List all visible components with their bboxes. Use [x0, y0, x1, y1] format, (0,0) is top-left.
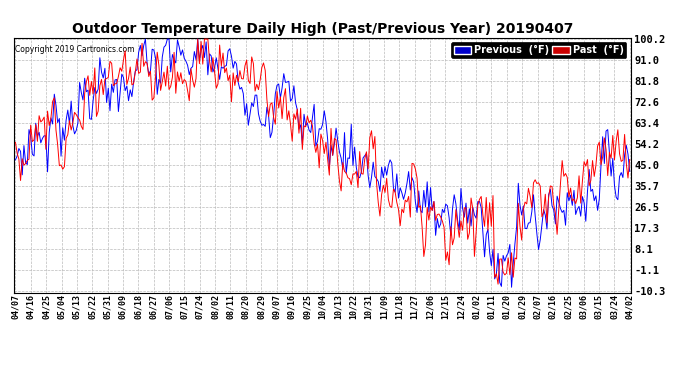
Legend: Previous  (°F), Past  (°F): Previous (°F), Past (°F) — [451, 42, 627, 58]
Text: Copyright 2019 Cartronics.com: Copyright 2019 Cartronics.com — [15, 45, 135, 54]
Title: Outdoor Temperature Daily High (Past/Previous Year) 20190407: Outdoor Temperature Daily High (Past/Pre… — [72, 22, 573, 36]
